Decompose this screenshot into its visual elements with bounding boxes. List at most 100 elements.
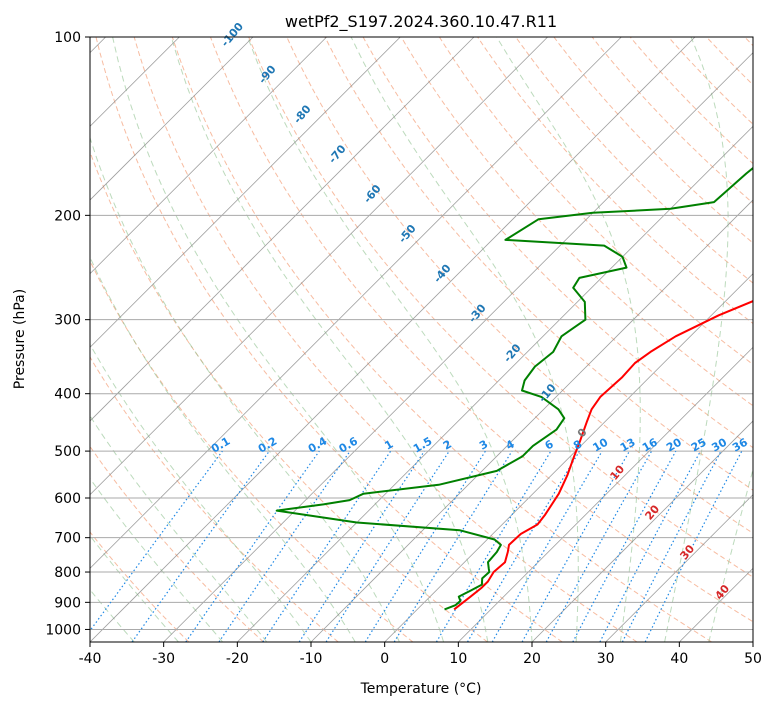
dry-adiabat — [90, 531, 190, 642]
dry-adiabat — [400, 37, 753, 407]
y-tick-label: 600 — [54, 491, 81, 507]
isotherm — [310, 199, 753, 642]
x-tick-label: -10 — [300, 651, 323, 667]
mixing-ratio-line — [621, 450, 722, 642]
temperature-line — [453, 300, 753, 611]
mixing-ratio-label: 1.5 — [411, 435, 434, 456]
isotherm — [237, 125, 753, 642]
dry-adiabat-label: -70 — [326, 142, 349, 166]
axes: -40 -30 -20 -10 0 10 20 30 40 5010020030040050060… — [45, 30, 762, 667]
moist-adiabat — [90, 414, 268, 642]
background-lines — [90, 37, 753, 642]
dry-adiabat-label: 40 — [712, 582, 732, 602]
isotherm — [90, 37, 696, 642]
moist-adiabat — [90, 256, 356, 642]
x-tick-label: 10 — [449, 651, 467, 667]
chart-title: wetPf2_S197.2024.360.10.47.R11 — [285, 12, 557, 32]
mixing-ratio-label: 25 — [689, 436, 709, 455]
mixing-ratio-line — [325, 450, 450, 642]
moist-adiabat — [664, 37, 729, 642]
mixing-ratio-label: 1 — [382, 438, 395, 453]
mixing-ratio-label: 8 — [571, 438, 584, 453]
mixing-ratio-label: 0.6 — [337, 434, 361, 455]
isotherm — [90, 37, 401, 348]
mixing-ratio-line — [298, 450, 425, 642]
mixing-ratio-label: 10 — [590, 435, 610, 454]
isotherm — [458, 346, 753, 642]
profile-lines — [275, 166, 753, 611]
mixing-ratio-label: 16 — [640, 435, 660, 454]
x-tick-label: -40 — [79, 651, 102, 667]
x-tick-label: 50 — [744, 651, 762, 667]
dry-adiabat — [591, 37, 753, 204]
moist-adiabat — [350, 37, 579, 642]
dry-adiabat — [90, 356, 339, 642]
y-tick-label: 900 — [54, 595, 81, 611]
dry-adiabat-label: -30 — [466, 301, 489, 325]
y-tick-label: 1000 — [45, 622, 81, 638]
x-tick-label: 20 — [523, 651, 541, 667]
moist-adiabat — [170, 37, 489, 642]
dry-adiabat — [90, 259, 414, 642]
dry-adiabat — [171, 37, 712, 642]
dry-adiabat-label: -50 — [396, 222, 419, 246]
x-tick-label: -30 — [152, 651, 175, 667]
dry-adiabat — [438, 37, 753, 366]
dry-adiabat — [744, 37, 753, 47]
mixing-ratio-label: 30 — [709, 435, 729, 454]
moist-adiabat — [496, 37, 641, 642]
y-tick-label: 700 — [54, 531, 81, 547]
moist-adiabat — [90, 136, 400, 642]
mixing-ratio-label: 6 — [543, 437, 556, 452]
mixing-ratio-label: 36 — [730, 435, 750, 454]
dry-adiabat — [95, 37, 563, 642]
mixing-ratio-line — [572, 450, 677, 642]
isotherm — [90, 37, 327, 275]
x-tick-label: 30 — [597, 651, 615, 667]
mixing-ratio-line — [262, 450, 392, 642]
mixing-ratio-line — [131, 450, 270, 642]
dry-adiabat-label: 10 — [607, 462, 627, 482]
dry-adiabat-label: -80 — [291, 102, 314, 126]
plot-frame — [89, 36, 754, 643]
mixing-ratio-line — [185, 450, 320, 642]
isotherm — [605, 494, 753, 642]
dry-adiabat-label: -100 — [218, 20, 246, 50]
isotherm — [90, 37, 475, 422]
y-tick-label: 400 — [54, 387, 81, 403]
y-tick-label: 300 — [54, 313, 81, 329]
mixing-ratio-line — [545, 450, 653, 642]
dry-adiabat — [90, 150, 488, 642]
dry-adiabat — [286, 37, 753, 534]
in-plot-labels: 0.1 0.2 0.4 0.6 1 1.5 2 3 4 6 8 10 13 16 20 25 30 36-100-… — [209, 20, 750, 602]
moist-adiabat — [112, 37, 445, 642]
dry-adiabat — [210, 37, 753, 623]
dry-adiabat — [706, 37, 753, 86]
isotherm — [531, 420, 753, 642]
x-axis-label: Temperature (°C) — [360, 681, 482, 697]
isotherm — [90, 37, 548, 496]
y-tick-label: 500 — [54, 444, 81, 460]
y-tick-label: 200 — [54, 208, 81, 224]
dry-adiabat — [362, 37, 753, 449]
mixing-ratio-label: 0.4 — [306, 434, 330, 455]
mixing-ratio-line — [644, 450, 743, 642]
mixing-ratio-line — [90, 450, 223, 632]
dry-adiabat-label: 20 — [642, 502, 662, 522]
mixing-ratio-line — [435, 450, 552, 642]
dry-adiabat — [553, 37, 753, 244]
moist-adiabat — [90, 343, 312, 642]
dewpoint-line — [275, 166, 753, 611]
moist-adiabat — [247, 37, 533, 642]
dry-adiabat — [90, 445, 264, 642]
mixing-ratio-label: 2 — [441, 438, 454, 453]
dry-adiabat-label: -90 — [256, 63, 279, 87]
x-tick-label: 0 — [380, 651, 389, 667]
dry-adiabat — [477, 37, 753, 325]
mixing-ratio-label: 13 — [618, 436, 638, 455]
mixing-ratio-line — [466, 450, 580, 642]
moist-adiabat — [708, 467, 753, 642]
isotherm — [384, 273, 753, 642]
dry-adiabat-label: -60 — [361, 182, 384, 206]
